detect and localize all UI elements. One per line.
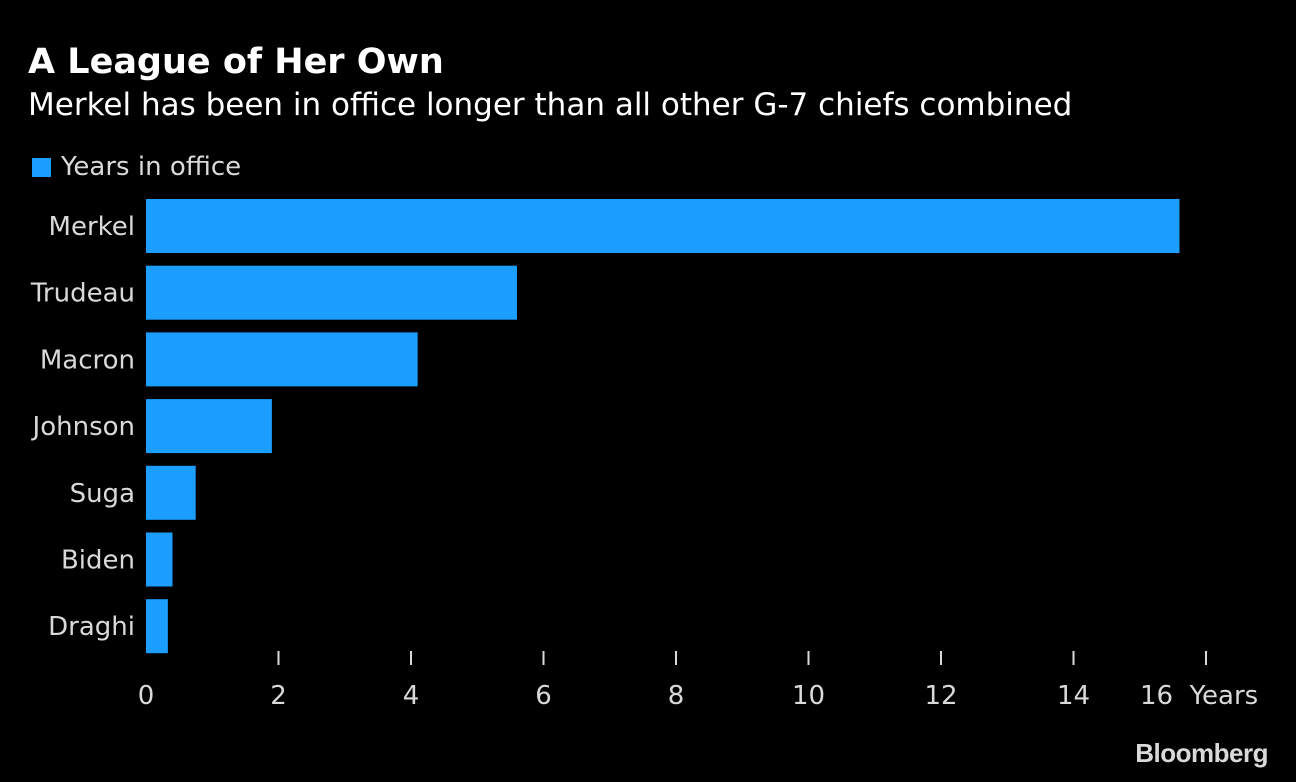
bar-merkel — [146, 199, 1180, 253]
bar-johnson — [146, 399, 272, 454]
legend-swatch — [32, 157, 51, 177]
chart-subtitle: Merkel has been in office longer than al… — [28, 87, 1073, 123]
x-tick-label: 2 — [270, 681, 287, 711]
category-label-johnson: Johnson — [31, 412, 135, 442]
x-axis: 0 2 4 6 8 10 12 14 16 Years — [138, 651, 1258, 711]
bar-suga — [146, 465, 196, 520]
x-tick-label: 16 Years — [1140, 681, 1258, 711]
x-tick-label: 8 — [668, 681, 685, 711]
category-label-merkel: Merkel — [49, 212, 135, 242]
bar-macron — [146, 332, 418, 387]
category-labels: Merkel Trudeau Macron Johnson Suga Biden Dragh… — [30, 212, 135, 642]
bloomberg-logo: Bloomberg — [1135, 738, 1268, 768]
chart-title: A League of Her Own — [28, 42, 444, 82]
bar-biden — [146, 532, 173, 587]
bar-draghi — [146, 599, 168, 654]
x-tick-label: 4 — [403, 681, 420, 711]
x-tick-label: 6 — [535, 681, 552, 711]
legend-label: Years in office — [61, 152, 242, 182]
category-label-macron: Macron — [40, 345, 135, 375]
category-label-draghi: Draghi — [48, 612, 135, 642]
legend: Years in office — [32, 150, 241, 184]
x-tick-label: 12 — [924, 681, 957, 711]
category-label-trudeau: Trudeau — [30, 279, 135, 309]
category-label-biden: Biden — [61, 546, 135, 576]
x-tick-label: 14 — [1057, 681, 1090, 711]
bar-trudeau — [146, 265, 517, 320]
category-label-suga: Suga — [70, 479, 135, 509]
x-tick-label: 10 — [792, 681, 825, 711]
x-tick-label: 0 — [138, 681, 155, 711]
bars-layer — [146, 199, 1180, 654]
